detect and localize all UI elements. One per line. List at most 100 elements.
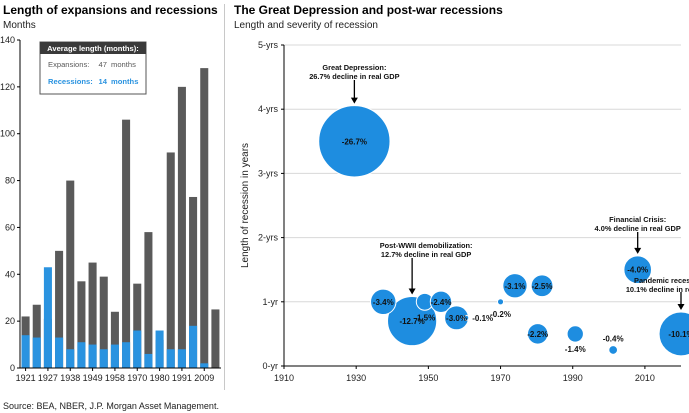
y-axis-title: Length of recession in years	[240, 143, 251, 268]
y-tick-label: 120	[0, 82, 15, 92]
y-tick-label: 40	[5, 269, 15, 279]
x-tick-label: 1938	[60, 373, 80, 383]
x-tick-label: 1910	[274, 373, 294, 383]
recession-bar	[43, 267, 52, 368]
annotation-label: 4.0% decline in real GDP	[595, 224, 681, 233]
expansion-bar	[99, 276, 108, 368]
annotation-label: 10.1% decline in real GDP	[626, 285, 689, 294]
expansion-bar	[200, 68, 209, 368]
right-chart-title: The Great Depression and post-war recess…	[234, 3, 503, 17]
annotation-arrow-head	[408, 288, 416, 295]
recession-bar	[110, 344, 119, 368]
recession-bar	[155, 330, 164, 368]
recession-bar	[99, 349, 108, 368]
y-tick-label: 80	[5, 176, 15, 186]
x-tick-label: 1958	[105, 373, 125, 383]
annotation-label: Pandemic recession:	[634, 276, 689, 285]
annotation: Post-WWII demobilization:12.7% decline i…	[380, 241, 473, 295]
left-chart-title: Length of expansions and recessions	[3, 3, 218, 17]
left-chart-subtitle: Months	[3, 20, 36, 31]
recession-bubble	[318, 105, 391, 178]
legend-recessions-label: Recessions:	[48, 77, 93, 86]
recession-bubble	[566, 325, 584, 343]
bubble-value-label: -3.4%	[373, 298, 394, 307]
annotation: Pandemic recession:10.1% decline in real…	[626, 276, 689, 310]
legend-expansions-unit: months	[111, 60, 136, 69]
legend-title: Average length (months):	[47, 44, 139, 53]
bubble-value-label: -4.0%	[627, 266, 648, 275]
recession-bar	[144, 353, 153, 368]
expansion-bar	[110, 311, 119, 368]
annotation: Financial Crisis:4.0% decline in real GD…	[595, 215, 681, 254]
y-tick-label: 0-yr	[263, 361, 279, 371]
x-tick-label: 1990	[563, 373, 583, 383]
expansion-bar	[32, 304, 41, 368]
x-tick-label: 1970	[491, 373, 511, 383]
x-tick-label: 2010	[635, 373, 655, 383]
recession-bubble	[370, 288, 397, 316]
expansion-bar	[177, 86, 186, 368]
y-tick-label: 5-yrs	[258, 40, 278, 50]
x-tick-label: 1921	[16, 373, 36, 383]
annotation-label: 12.7% decline in real GDP	[381, 250, 471, 259]
x-tick-label: 1970	[127, 373, 147, 383]
bubble-value-label: -12.7%	[399, 317, 424, 326]
recession-bubble	[526, 323, 549, 345]
recession-bubble	[496, 298, 505, 306]
legend-expansions-value: 47	[99, 60, 107, 69]
expansion-bar	[77, 281, 86, 368]
panel-divider	[224, 4, 225, 390]
y-tick-label: 4-yrs	[258, 104, 278, 114]
recession-bubble	[608, 345, 619, 355]
annotation-label: Great Depression:	[322, 63, 386, 72]
annotation-label: Post-WWII demobilization:	[380, 241, 473, 250]
legend-header	[40, 42, 146, 54]
recession-bar	[88, 344, 97, 368]
y-tick-label: 20	[5, 316, 15, 326]
legend-expansions-label: Expansions:	[48, 60, 89, 69]
x-tick-label: 1950	[418, 373, 438, 383]
bar-chart-legend: Average length (months): Expansions: 47 mon…	[39, 41, 147, 95]
annotation: Great Depression:26.7% decline in real G…	[309, 63, 400, 104]
recession-bubble	[530, 274, 554, 298]
y-tick-label: 1-yr	[263, 297, 279, 307]
bubble-value-label: -0.2%	[490, 310, 511, 319]
y-tick-label: 0	[10, 363, 15, 373]
expansion-bar	[144, 232, 153, 368]
expansion-bar	[88, 262, 97, 368]
y-tick-label: 2-yrs	[258, 233, 278, 243]
annotation-label: Financial Crisis:	[609, 215, 666, 224]
recession-bubble	[429, 290, 453, 313]
legend-recessions-unit: months	[111, 77, 138, 86]
bubble-value-label: -2.5%	[532, 282, 553, 291]
expansion-bar	[166, 152, 175, 368]
y-tick-label: 60	[5, 222, 15, 232]
recessions-bubble-chart: 0-yr 1-yr 2-yrs 3-yrs 4-yrs 5-yrs 1910 1930 1950…	[240, 40, 689, 383]
recession-bar	[122, 342, 131, 368]
expansion-bar	[211, 309, 220, 368]
x-tick-label: 2009	[194, 373, 214, 383]
recession-bubble	[502, 273, 528, 299]
recession-bubble	[658, 311, 689, 357]
recession-bar	[32, 337, 41, 368]
recession-bubble	[463, 314, 470, 321]
annotation-label: 26.7% decline in real GDP	[309, 72, 399, 81]
recession-bar	[21, 335, 30, 368]
y-tick-label: 100	[0, 129, 15, 139]
bubble-value-label: -26.7%	[342, 137, 367, 146]
annotation-arrow-head	[634, 247, 642, 254]
expansion-bar	[66, 180, 75, 368]
expansion-bar	[122, 119, 131, 369]
x-tick-label: 1930	[346, 373, 366, 383]
right-chart-subtitle: Length and severity of recession	[234, 20, 378, 31]
annotation-arrow-head	[350, 97, 358, 104]
annotation-arrow-head	[677, 303, 685, 310]
recession-bar	[77, 342, 86, 368]
bubble-value-label: -0.4%	[603, 335, 624, 344]
recession-bubble	[623, 255, 652, 284]
source-note: Source: BEA, NBER, J.P. Morgan Asset Man…	[3, 401, 219, 411]
x-tick-label: 1949	[83, 373, 103, 383]
recession-bar	[133, 330, 142, 368]
bubble-value-label: -3.0%	[446, 314, 467, 323]
